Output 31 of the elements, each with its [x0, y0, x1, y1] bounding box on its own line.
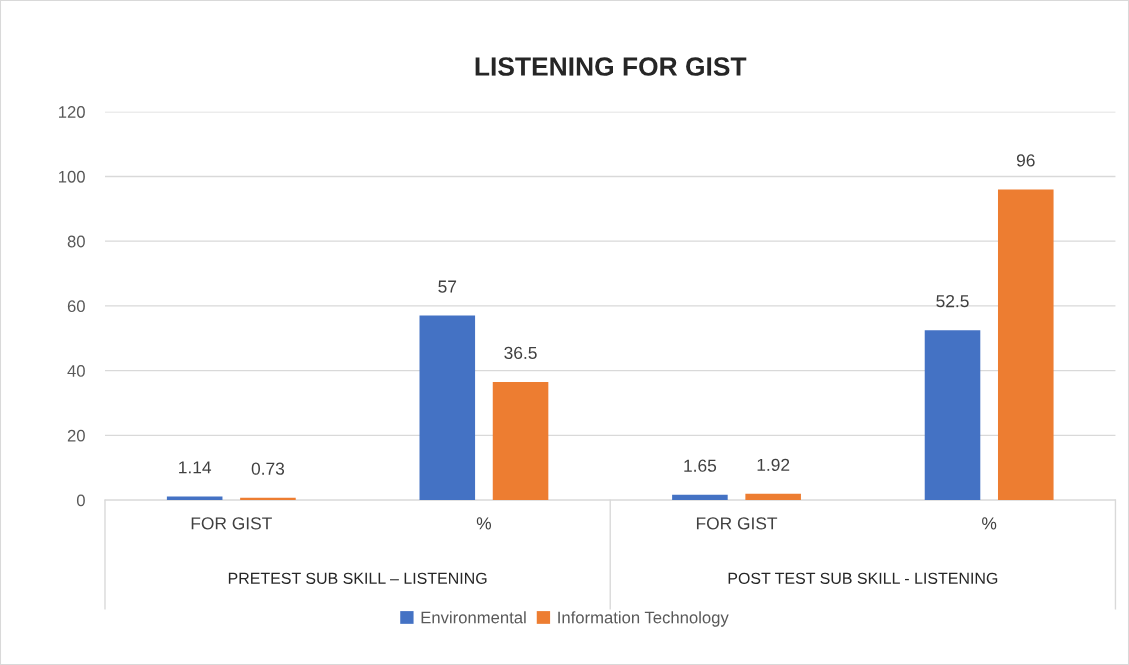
data-label: 1.65: [684, 459, 717, 472]
x-tick-label: FOR GIST: [696, 517, 778, 530]
data-label: 36.5: [504, 346, 537, 360]
y-tick-label: 100: [59, 170, 85, 183]
bar: [997, 189, 1054, 501]
y-tick-label: 40: [67, 365, 85, 377]
bar: [419, 315, 476, 501]
text: POST TEST SUB SKILL - LISTENING: [728, 572, 998, 584]
data-label: 0.73: [251, 462, 285, 475]
data-label: 52.5: [936, 295, 969, 308]
bar: [745, 493, 801, 501]
y-tick-label: 60: [67, 300, 85, 313]
bar: [672, 494, 728, 501]
chart-title: LISTENING FOR GIST: [475, 57, 747, 76]
y-tick-label: 80: [67, 235, 85, 248]
x-tick-label: %: [982, 517, 997, 530]
x-tick-label: FOR GIST: [191, 517, 272, 530]
bar: [166, 496, 223, 501]
text: PRETEST SUB SKILL – LISTENING: [228, 572, 487, 584]
data-label: 57: [438, 280, 457, 293]
bar: [924, 330, 981, 501]
legend-label: Environmental: [421, 611, 526, 624]
data-label: 1.14: [179, 461, 212, 474]
x-tick-label: %: [476, 517, 492, 530]
y-tick-label: 120: [59, 106, 85, 118]
bar: [492, 381, 549, 501]
data-label: 96: [1016, 154, 1035, 167]
y-tick-label: 20: [67, 429, 85, 442]
data-label: 1.92: [757, 458, 790, 471]
legend-label: Information Technology: [558, 611, 729, 627]
y-tick-label: 0: [76, 494, 85, 507]
